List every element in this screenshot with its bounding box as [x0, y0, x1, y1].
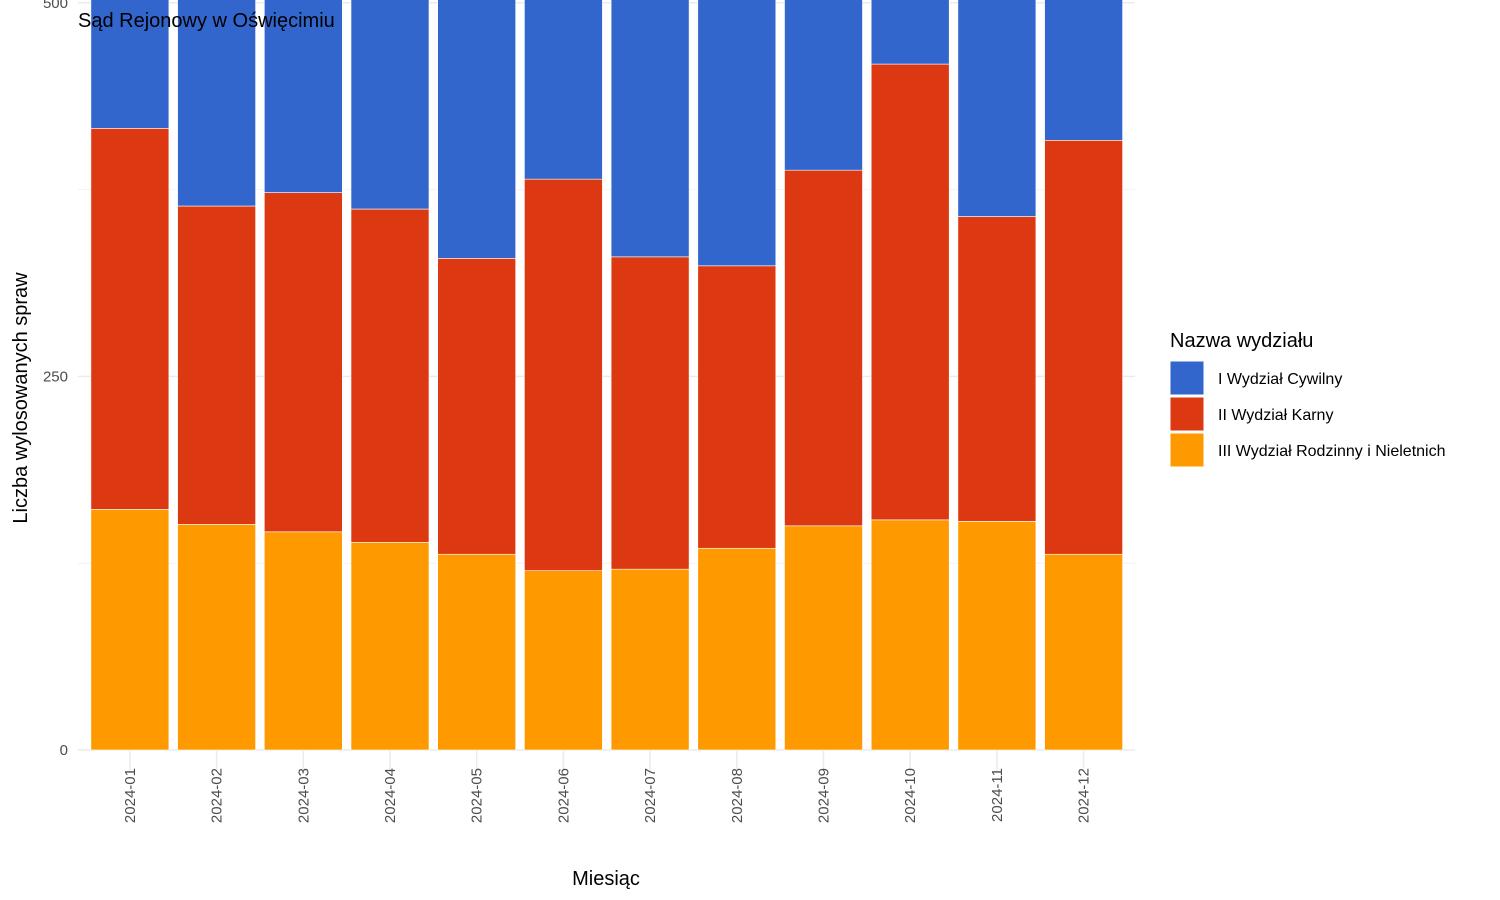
legend-key: [1169, 432, 1205, 468]
x-tick-label: 2024-04: [382, 768, 399, 823]
bar-segment: [350, 541, 430, 751]
legend-key: [1169, 360, 1205, 396]
bar-segment: [957, 521, 1037, 751]
bar-segment: [263, 531, 343, 751]
bar-segment: [437, 0, 517, 259]
chart-title: Sąd Rejonowy w Oświęcimiu: [78, 10, 335, 32]
bar-segment: [697, 547, 777, 751]
legend-items: I Wydział Cywilny II Wydział Karny III Wyd…: [1169, 360, 1446, 468]
legend: Nazwa wydziału I Wydział Cywilny II Wydzi…: [1169, 330, 1446, 468]
bar-segment: [90, 509, 170, 751]
legend-title: Nazwa wydziału: [1170, 330, 1313, 352]
bar-segment: [870, 519, 950, 751]
y-axis-ticks: 0250500750: [43, 0, 68, 759]
bar-segment: [784, 169, 863, 527]
bar-segment: [784, 525, 863, 751]
y-tick-label: 250: [43, 368, 68, 385]
bar-segment: [870, 63, 950, 521]
x-tick-label: 2024-01: [122, 768, 139, 823]
x-tick-label: 2024-07: [642, 768, 659, 823]
x-tick-label: 2024-10: [902, 768, 919, 823]
x-tick-label: 2024-02: [209, 768, 226, 823]
bar-segment: [1044, 553, 1123, 751]
bar-segment: [610, 256, 690, 570]
bar-segment: [957, 216, 1037, 522]
bar-segment: [697, 0, 777, 267]
bar-segment: [90, 0, 170, 129]
legend-label: III Wydział Rodzinny i Nieletnich: [1218, 443, 1446, 460]
bars: [90, 0, 1123, 751]
bar-segment: [524, 0, 603, 180]
bar-segment: [437, 553, 517, 751]
bar-segment: [610, 568, 690, 751]
y-tick-label: 0: [60, 742, 68, 759]
bar-segment: [263, 192, 343, 533]
bar-segment: [610, 0, 690, 258]
x-tick-label: 2024-03: [295, 768, 312, 823]
bar-segment: [1044, 139, 1123, 555]
y-tick-label: 500: [43, 0, 68, 12]
y-axis-title: Liczba wylosowanych spraw: [10, 272, 32, 524]
bar-segment: [870, 0, 950, 65]
bar-segment: [784, 0, 863, 171]
bar-segment: [524, 570, 603, 751]
bar-segment: [350, 208, 430, 543]
x-tick-label: 2024-08: [729, 768, 746, 823]
x-tick-label: 2024-11: [989, 768, 1006, 822]
bar-segment: [1044, 0, 1123, 141]
x-axis-ticks: 2024-01 2024-02 2024-03 2024-04 2024-05 2024-…: [122, 768, 1093, 823]
bar-segment: [263, 0, 343, 193]
legend-key: [1169, 396, 1205, 432]
bar-segment: [90, 128, 170, 510]
legend-label: I Wydział Cywilny: [1218, 371, 1342, 388]
legend-label: II Wydział Karny: [1218, 407, 1333, 424]
bar-segment: [957, 0, 1037, 217]
x-tick-label: 2024-12: [1076, 768, 1093, 823]
bar-segment: [177, 205, 256, 525]
x-tick-label: 2024-09: [816, 768, 833, 823]
bar-segment: [350, 0, 430, 210]
x-tick-label: 2024-05: [469, 768, 486, 823]
bar-segment: [177, 524, 256, 751]
bar-segment: [524, 178, 603, 571]
x-tick-label: 2024-06: [555, 768, 572, 823]
bar-segment: [177, 0, 256, 207]
x-axis-title: Miesiąc: [572, 868, 640, 890]
bar-segment: [437, 258, 517, 555]
bar-segment: [697, 265, 777, 549]
